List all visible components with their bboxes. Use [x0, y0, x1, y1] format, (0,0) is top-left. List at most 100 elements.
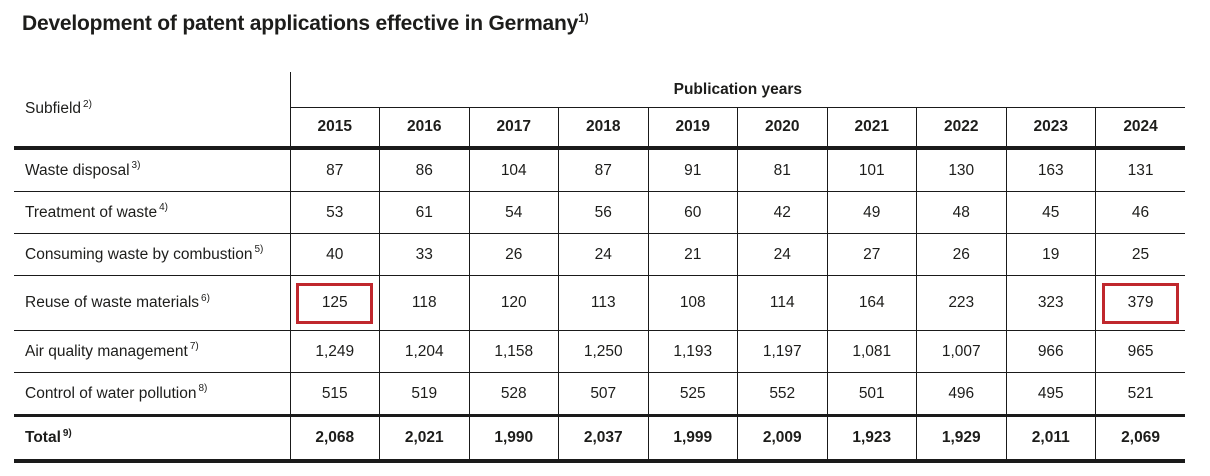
row-label: Control of water pollution 8)	[14, 372, 290, 417]
value-cell: 552	[737, 372, 827, 417]
value-cell: 87	[289, 148, 380, 192]
value-cell: 496	[916, 372, 1006, 417]
value-cell: 33	[379, 233, 469, 276]
total-label-text: Total	[25, 429, 61, 446]
value-cell: 81	[737, 148, 827, 192]
row-footnote-marker: 7)	[189, 341, 199, 353]
value-cell: 507	[558, 372, 648, 417]
total-value-cell: 2,037	[558, 415, 648, 463]
value-cell: 45	[1005, 191, 1096, 234]
value-cell: 87	[558, 148, 648, 192]
value-cell: 19	[1005, 233, 1096, 276]
value-cell: 26	[468, 233, 559, 276]
highlighted-value: 379	[1127, 294, 1154, 311]
row-label-text: Control of water pollution	[25, 384, 197, 402]
value-cell: 1,197	[737, 330, 827, 373]
value-cell: 25	[1095, 233, 1186, 276]
header-row-years: 2015 2016 2017 2018 2019 2020 2021 2022 …	[14, 107, 1186, 150]
value-cell: 120	[468, 275, 559, 331]
value-cell: 46	[1095, 191, 1186, 234]
table-row-treatment-of-waste: Treatment of waste 4) 53 61 54 56 60 42 4…	[14, 191, 1186, 234]
total-value-cell: 1,999	[647, 415, 738, 463]
title-footnote-marker: 1)	[578, 11, 589, 25]
value-cell: 525	[647, 372, 738, 417]
value-cell: 24	[558, 233, 648, 276]
total-value-cell: 1,923	[826, 415, 917, 463]
row-label: Treatment of waste 4)	[14, 191, 290, 234]
row-label: Reuse of waste materials 6)	[14, 275, 290, 331]
year-header-2015: 2015	[289, 107, 380, 150]
row-label-text: Consuming waste by combustion	[25, 245, 253, 263]
row-footnote-marker: 4)	[159, 202, 168, 214]
value-cell: 113	[558, 275, 648, 331]
value-cell: 131	[1095, 148, 1186, 192]
total-value-cell: 2,068	[289, 415, 380, 463]
year-header-2018: 2018	[558, 107, 648, 150]
page-title: Development of patent applications effec…	[22, 11, 589, 36]
table-row-air-quality-management: Air quality management 7) 1,249 1,204 1,1…	[14, 330, 1186, 373]
page-title-text: Development of patent applications effec…	[22, 12, 579, 35]
year-header-2021: 2021	[826, 107, 917, 150]
value-cell: 27	[826, 233, 917, 276]
value-cell: 21	[647, 233, 738, 276]
value-cell: 91	[647, 148, 738, 192]
value-cell: 49	[826, 191, 917, 234]
subfield-footnote-marker: 2)	[83, 98, 92, 110]
subfield-header: Subfield 2)	[14, 72, 291, 150]
value-cell: 1,250	[558, 330, 648, 373]
row-label-text: Treatment of waste	[25, 203, 158, 221]
row-footnote-marker: 6)	[201, 292, 210, 304]
year-header-2019: 2019	[647, 107, 738, 150]
year-header-2017: 2017	[468, 107, 559, 150]
total-value-cell: 1,990	[468, 415, 559, 463]
total-footnote-marker: 9)	[62, 427, 72, 439]
year-header-2024: 2024	[1095, 107, 1186, 150]
value-cell: 223	[916, 275, 1006, 331]
value-cell: 101	[826, 148, 917, 192]
table-row-total: Total 9) 2,068 2,021 1,990 2,037 1,999 2,…	[14, 415, 1186, 463]
table-row-control-of-water-pollution: Control of water pollution 8) 515 519 528…	[14, 372, 1186, 417]
year-header-2022: 2022	[916, 107, 1006, 150]
row-footnote-marker: 5)	[254, 244, 264, 256]
row-footnote-marker: 8)	[198, 383, 208, 395]
value-cell: 114	[737, 275, 827, 331]
value-cell: 1,249	[289, 330, 380, 373]
value-cell: 1,007	[916, 330, 1006, 373]
value-cell: 48	[916, 191, 1006, 234]
subfield-header-label: Subfield	[25, 100, 82, 117]
value-cell-highlighted: 125	[289, 275, 380, 331]
table-row-consuming-waste-by-combustion: Consuming waste by combustion 5) 40 33 26…	[14, 233, 1186, 276]
value-cell: 108	[647, 275, 738, 331]
total-value-cell: 2,009	[737, 415, 827, 463]
total-value-cell: 2,011	[1005, 415, 1096, 463]
year-header-2023: 2023	[1005, 107, 1096, 150]
value-cell: 61	[379, 191, 469, 234]
row-label-text: Reuse of waste materials	[25, 294, 200, 311]
year-header-2016: 2016	[379, 107, 469, 150]
value-cell: 104	[468, 148, 559, 192]
value-cell: 60	[647, 191, 738, 234]
row-label: Waste disposal 3)	[14, 148, 290, 192]
value-cell: 118	[379, 275, 469, 331]
value-cell: 501	[826, 372, 917, 417]
value-cell: 1,081	[826, 330, 917, 373]
value-cell: 515	[289, 372, 380, 417]
total-value-cell: 2,069	[1095, 415, 1186, 463]
value-cell: 521	[1095, 372, 1186, 417]
value-cell: 86	[379, 148, 469, 192]
value-cell: 54	[468, 191, 559, 234]
value-cell: 519	[379, 372, 469, 417]
patent-applications-table: Subfield 2) Publication years 2015 2016 2…	[14, 72, 1186, 463]
value-cell: 130	[916, 148, 1006, 192]
year-header-2020: 2020	[737, 107, 827, 150]
value-cell: 40	[289, 233, 380, 276]
value-cell: 42	[737, 191, 827, 234]
total-value-cell: 1,929	[916, 415, 1006, 463]
value-cell: 1,204	[379, 330, 469, 373]
table-row-reuse-of-waste-materials: Reuse of waste materials 6) 125 118 120 1…	[14, 275, 1186, 331]
value-cell: 965	[1095, 330, 1186, 373]
value-cell: 24	[737, 233, 827, 276]
header-row-group: Subfield 2) Publication years	[14, 72, 1186, 150]
row-label-text: Waste disposal	[25, 161, 130, 179]
